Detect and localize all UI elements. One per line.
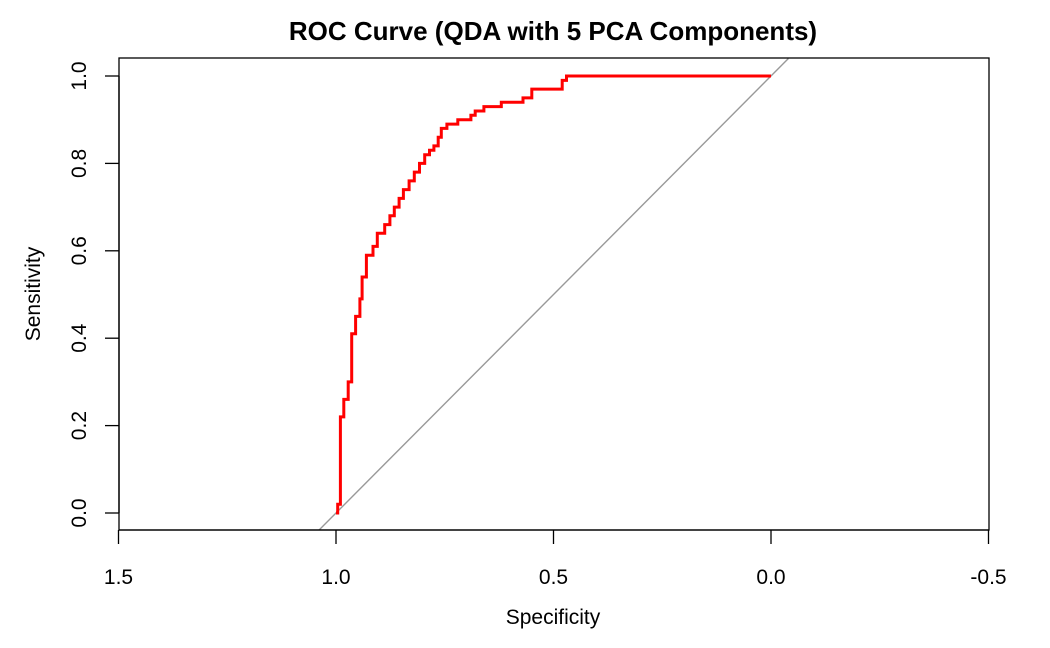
x-tick-label: 1.0 [321,566,350,589]
x-tick-label: 0.0 [756,566,785,589]
y-tick-label: 0.4 [68,323,91,353]
reference-diagonal-line [318,58,789,530]
chart-title: ROC Curve (QDA with 5 PCA Components) [289,16,817,46]
y-tick-label: 0.8 [68,149,91,178]
plot-area [318,58,789,530]
y-axis: 0.0 0.2 0.4 0.6 0.8 1.0 [68,61,120,528]
roc-curve-line [336,74,771,515]
y-tick-label: 0.2 [68,411,91,440]
y-tick-label: 0.6 [68,236,91,265]
x-tick-label: 1.5 [104,566,133,589]
y-tick-label: 0.0 [68,498,91,527]
x-tick-label: -0.5 [970,566,1006,589]
x-tick-label: 0.5 [539,566,568,589]
y-axis-label: Sensitivity [22,246,45,341]
x-axis-label: Specificity [506,606,601,629]
y-tick-label: 1.0 [68,61,91,90]
x-axis: 1.5 1.0 0.5 0.0 -0.5 [104,529,1007,589]
